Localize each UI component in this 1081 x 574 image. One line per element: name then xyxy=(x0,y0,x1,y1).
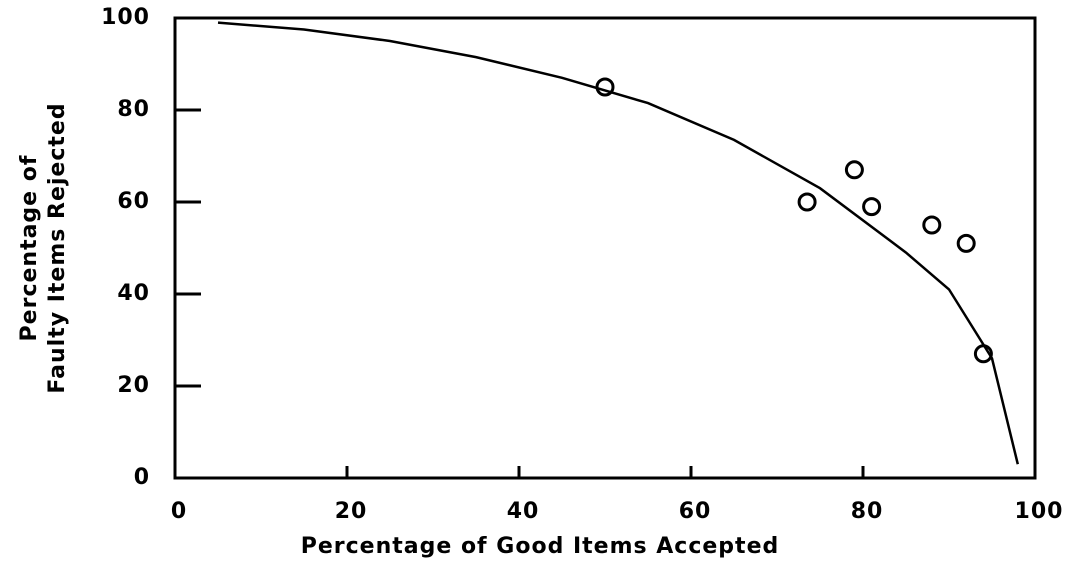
x-axis-label: Percentage of Good Items Accepted xyxy=(301,534,780,559)
data-point xyxy=(973,344,993,364)
y-tick-label: 40 xyxy=(117,281,150,306)
y-axis-label: Faulty Items Rejected xyxy=(45,102,70,393)
data-point xyxy=(797,192,817,212)
x-tick-label: 100 xyxy=(1015,499,1064,524)
x-tick-label: 0 xyxy=(171,499,187,524)
x-tick-label: 20 xyxy=(335,499,368,524)
y-tick-label: 100 xyxy=(101,5,150,30)
plot-frame xyxy=(173,16,1037,480)
x-tick-label: 60 xyxy=(679,499,712,524)
data-point xyxy=(956,233,976,253)
y-tick-label: 20 xyxy=(117,373,150,398)
x-tick-label: 40 xyxy=(507,499,540,524)
fit-curve xyxy=(217,21,1020,465)
data-point xyxy=(922,215,942,235)
data-point xyxy=(862,197,882,217)
y-axis-label: Percentage of xyxy=(17,155,42,342)
data-point xyxy=(595,77,615,97)
data-point xyxy=(844,160,864,180)
x-tick-label: 80 xyxy=(851,499,884,524)
y-tick-label: 0 xyxy=(134,465,150,490)
y-tick-label: 80 xyxy=(117,97,150,122)
y-tick-label: 60 xyxy=(117,189,150,214)
